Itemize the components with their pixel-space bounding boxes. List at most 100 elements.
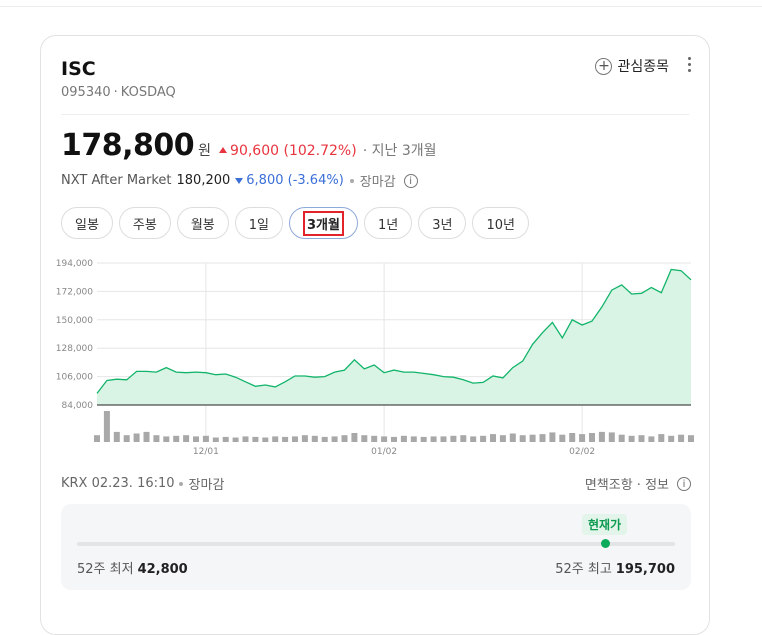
volume-bar	[311, 435, 318, 442]
tab-weekly[interactable]: 주봉	[118, 207, 171, 239]
volume-bar	[420, 436, 427, 442]
volume-bar	[598, 431, 605, 442]
tab-daily[interactable]: 일봉	[61, 207, 113, 239]
volume-bar	[272, 436, 279, 442]
watchlist-label: 관심종목	[617, 59, 669, 75]
volume-bar	[549, 432, 556, 442]
current-price-badge: 현재가	[582, 514, 628, 535]
volume-bar	[490, 434, 496, 442]
volume-bar	[400, 435, 407, 442]
stock-name: ISC	[61, 58, 96, 80]
volume-bar	[262, 437, 269, 442]
volume-bar	[133, 433, 140, 442]
after-market-row: NXT After Market 180,200 6,800 (-3.64%) …	[61, 171, 418, 190]
tab-monthly[interactable]: 월봉	[176, 207, 229, 239]
stock-code: 095340 · KOSDAQ	[61, 85, 176, 100]
disclaimer-link[interactable]: 면책조항 · 정보 i	[585, 474, 691, 493]
volume-bar	[193, 436, 199, 442]
up-triangle-icon	[219, 147, 228, 153]
x-tick-label: 02/02	[569, 447, 595, 457]
after-market-label: NXT After Market	[61, 173, 172, 188]
stock-card: ISC 095340 · KOSDAQ + 관심종목 178,800 원 90,60…	[40, 35, 710, 635]
y-tick-label: 172,000	[56, 287, 93, 297]
volume-bar	[183, 435, 190, 442]
separator-dot: ·	[113, 85, 118, 100]
y-tick-label: 150,000	[56, 316, 93, 326]
volume-bar	[301, 435, 308, 442]
volume-bar	[222, 436, 229, 442]
tab-label: 3년	[432, 217, 453, 233]
tab-label: 일봉	[75, 217, 99, 233]
stock-market: KOSDAQ	[120, 85, 176, 100]
range-track	[77, 542, 675, 546]
volume-bar	[341, 435, 348, 442]
top-divider	[0, 6, 762, 7]
y-tick-label: 106,000	[56, 373, 93, 383]
week52-low: 52주 최저 42,800	[77, 558, 188, 577]
tab-10years[interactable]: 10년	[472, 207, 529, 239]
volume-bar	[143, 431, 150, 442]
after-market-change-pct: (-3.64%)	[287, 173, 344, 188]
after-market-change: 6,800 (-3.64%)	[235, 173, 344, 188]
tab-label: 1년	[377, 217, 399, 233]
volume-bar	[331, 436, 338, 442]
tab-1day[interactable]: 1일	[234, 207, 283, 239]
tab-3months[interactable]: 3개월	[289, 207, 358, 239]
info-icon[interactable]: i	[403, 173, 418, 188]
volume-bar	[688, 435, 694, 442]
current-price-marker	[601, 539, 610, 548]
y-tick-label: 84,000	[62, 401, 94, 411]
volume-bar	[539, 434, 546, 442]
volume-bar	[460, 435, 467, 442]
tab-3years[interactable]: 3년	[418, 207, 467, 239]
volume-bar	[113, 431, 120, 442]
tab-label: 월봉	[190, 217, 215, 233]
more-menu-icon[interactable]	[685, 54, 693, 75]
week52-high-label: 52주 최고	[555, 562, 612, 577]
volume-bar	[361, 435, 368, 442]
volume-bar	[668, 435, 675, 442]
watchlist-button[interactable]: + 관심종목	[595, 56, 669, 76]
volume-bar	[569, 433, 576, 442]
bullet-icon	[349, 178, 354, 183]
price-chart[interactable]: 194,000 172,000 150,000 128,000 106,000 84,00…	[41, 254, 711, 464]
x-tick-label: 12/01	[193, 447, 219, 457]
price-change-pct: (102.72%)	[283, 143, 357, 159]
price-row: 178,800 원 90,600 (102.72%) · 지난 3개월	[61, 128, 437, 163]
price-line	[96, 268, 692, 394]
data-source-time: KRX 02.23. 16:10	[61, 476, 175, 491]
tab-label: 1일	[248, 217, 269, 233]
volume-bar	[440, 436, 447, 442]
volume-bar	[499, 435, 506, 442]
x-tick-label: 01/02	[371, 447, 397, 457]
down-triangle-icon	[235, 178, 244, 184]
after-market-change-value: 6,800	[246, 173, 284, 188]
price-change: 90,600 (102.72%)	[219, 143, 357, 159]
volume-bar	[242, 436, 249, 442]
price-unit: 원	[198, 143, 212, 159]
volume-bar	[252, 436, 259, 442]
week52-high: 52주 최고 195,700	[555, 558, 675, 577]
tab-1year[interactable]: 1년	[363, 207, 413, 239]
volume-bar	[608, 432, 615, 442]
price-change-value: 90,600	[230, 143, 280, 159]
period-separator: ·	[362, 143, 368, 159]
volume-bar	[153, 435, 160, 442]
disclaimer-label: 면책조항 · 정보	[584, 478, 669, 493]
week52-range: 현재가 52주 최저 42,800 52주 최고 195,700	[61, 504, 691, 590]
volume-bar	[381, 436, 388, 442]
volume-bar	[173, 435, 180, 442]
volume-bar	[509, 433, 516, 442]
bullet-icon	[178, 481, 183, 486]
volume-bar	[529, 434, 536, 442]
header-divider	[61, 114, 689, 115]
volume-bar	[292, 436, 298, 442]
volume-bar	[371, 435, 378, 442]
volume-bar	[470, 436, 477, 442]
volume-bar	[321, 436, 328, 442]
current-price: 178,800	[61, 128, 195, 163]
volume-bar	[163, 436, 170, 442]
data-source-status: 장마감	[188, 478, 225, 493]
volume-bar	[212, 437, 219, 442]
volume-bar	[638, 435, 645, 442]
